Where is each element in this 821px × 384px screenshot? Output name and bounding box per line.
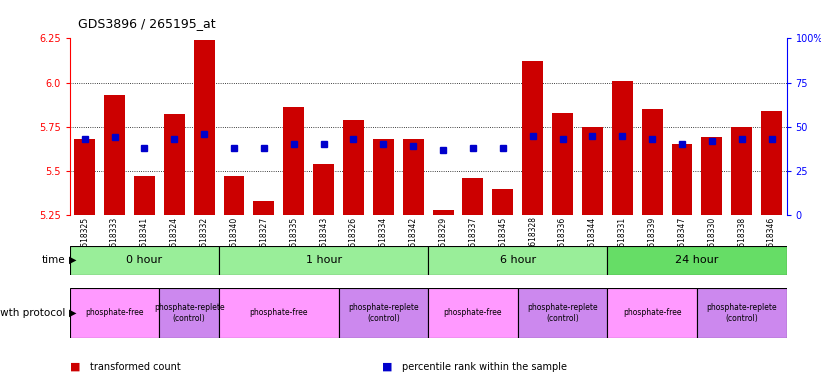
Bar <box>223 176 245 215</box>
Bar <box>642 109 663 215</box>
Text: growth protocol: growth protocol <box>0 308 66 318</box>
Bar <box>522 61 544 215</box>
Bar <box>194 40 214 215</box>
Text: ▶: ▶ <box>69 308 76 318</box>
Bar <box>493 189 513 215</box>
Bar <box>219 246 429 275</box>
Text: phosphate-replete
(control): phosphate-replete (control) <box>527 303 598 323</box>
Bar <box>254 201 274 215</box>
Text: phosphate-replete
(control): phosphate-replete (control) <box>348 303 419 323</box>
Text: phosphate-free: phosphate-free <box>250 308 308 318</box>
Bar <box>219 288 338 338</box>
Bar <box>701 137 722 215</box>
Bar <box>518 288 608 338</box>
Bar <box>697 288 787 338</box>
Bar <box>552 113 573 215</box>
Text: phosphate-free: phosphate-free <box>85 308 144 318</box>
Bar <box>672 144 692 215</box>
Bar <box>373 139 394 215</box>
Bar <box>164 114 185 215</box>
Bar <box>338 288 429 338</box>
Bar <box>70 288 159 338</box>
Text: 0 hour: 0 hour <box>126 255 163 265</box>
Bar <box>582 127 603 215</box>
Bar <box>612 81 633 215</box>
Text: time: time <box>42 255 66 265</box>
Text: phosphate-free: phosphate-free <box>443 308 502 318</box>
Text: phosphate-replete
(control): phosphate-replete (control) <box>154 303 225 323</box>
Text: 24 hour: 24 hour <box>675 255 718 265</box>
Bar <box>403 139 424 215</box>
Bar <box>159 288 219 338</box>
Text: 6 hour: 6 hour <box>500 255 536 265</box>
Bar <box>429 246 608 275</box>
Bar <box>462 178 484 215</box>
Text: phosphate-replete
(control): phosphate-replete (control) <box>706 303 777 323</box>
Bar <box>313 164 334 215</box>
Bar <box>608 246 787 275</box>
Text: ■: ■ <box>70 362 80 372</box>
Text: phosphate-free: phosphate-free <box>623 308 681 318</box>
Bar <box>74 139 95 215</box>
Text: percentile rank within the sample: percentile rank within the sample <box>402 362 567 372</box>
Bar <box>134 176 155 215</box>
Bar <box>283 107 305 215</box>
Bar <box>732 127 752 215</box>
Bar <box>70 246 219 275</box>
Bar <box>429 288 518 338</box>
Text: ▶: ▶ <box>69 255 76 265</box>
Text: GDS3896 / 265195_at: GDS3896 / 265195_at <box>78 17 216 30</box>
Text: ■: ■ <box>382 362 392 372</box>
Bar <box>608 288 697 338</box>
Bar <box>104 95 125 215</box>
Bar <box>761 111 782 215</box>
Bar <box>433 210 453 215</box>
Bar <box>343 120 364 215</box>
Text: 1 hour: 1 hour <box>305 255 342 265</box>
Text: transformed count: transformed count <box>90 362 181 372</box>
